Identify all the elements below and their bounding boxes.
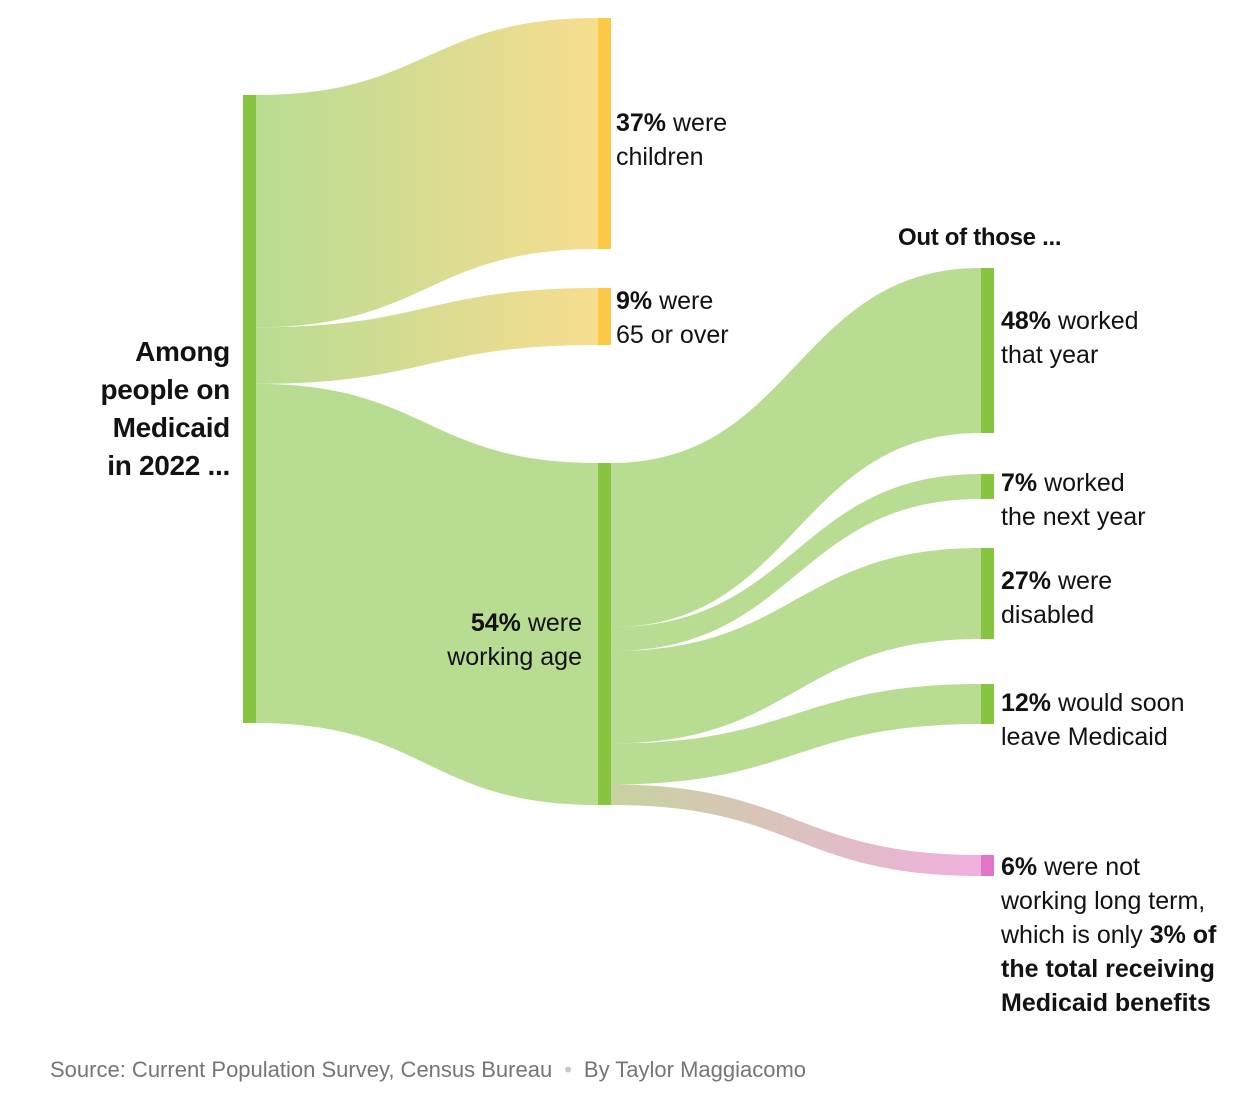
label-disabled-line: disabled	[1001, 601, 1095, 629]
pct-working-age: 54%	[470, 609, 521, 637]
label-worked: 48% worked that year	[1001, 304, 1139, 372]
node-root	[243, 95, 256, 723]
node-leave	[981, 684, 994, 724]
label-children-line: were	[673, 109, 728, 137]
root-label-line: in 2022 ...	[107, 450, 230, 481]
label-not-working-line: working long term,	[1001, 887, 1206, 915]
flow-root-to-children	[256, 18, 598, 328]
separator-dot: •	[564, 1057, 572, 1082]
flow-working-age-to-not_working	[611, 784, 981, 876]
label-leave: 12% would soon leave Medicaid	[1001, 686, 1184, 754]
label-disabled-line: were	[1058, 567, 1113, 595]
pct-worked-next: 7%	[1001, 469, 1038, 497]
emphasis-line: the total receiving	[1001, 955, 1215, 983]
label-children-line: children	[616, 143, 704, 171]
byline: By Taylor Maggiacomo	[583, 1057, 807, 1082]
pct-over65: 9%	[616, 287, 653, 315]
node-worked	[981, 268, 994, 433]
node-disabled	[981, 548, 994, 639]
node-working_age	[598, 463, 611, 805]
node-worked_next	[981, 474, 994, 499]
label-over65: 9% were 65 or over	[616, 284, 729, 352]
label-worked-line: worked	[1058, 307, 1139, 335]
flow-root-to-working_age	[256, 383, 598, 805]
root-label-line: Medicaid	[112, 412, 231, 443]
label-over65-line: were	[659, 287, 714, 315]
pct-disabled: 27%	[1001, 567, 1052, 595]
flow-working-age-to-worked_next	[611, 474, 981, 652]
label-children: 37% were children	[616, 106, 727, 174]
root-label-line: people on	[100, 374, 230, 405]
root-label-line: Among	[135, 336, 230, 367]
pct-not-working: 6%	[1001, 853, 1038, 881]
flow-working-age-to-disabled	[611, 548, 981, 744]
pct-children: 37%	[616, 109, 667, 137]
label-working-age-line: working age	[447, 643, 582, 671]
node-over65	[598, 288, 611, 345]
label-worked-next-line: worked	[1044, 469, 1125, 497]
label-over65-line: 65 or over	[616, 321, 729, 349]
label-leave-line: leave Medicaid	[1001, 723, 1168, 751]
emphasis-line: Medicaid benefits	[1001, 989, 1211, 1017]
flow-root-to-over65	[256, 288, 598, 384]
label-working-age-line: were	[527, 609, 582, 637]
footer: Source: Current Population Survey, Censu…	[50, 1057, 806, 1083]
label-worked-next-line: the next year	[1001, 503, 1146, 531]
label-working-age: 54% were working age	[382, 606, 582, 674]
level2-header: Out of those ...	[898, 224, 1062, 251]
flow-working-age-to-leave	[611, 684, 981, 785]
root-label: Among people on Medicaid in 2022 ...	[40, 333, 230, 485]
node-children	[598, 18, 611, 249]
label-leave-line: would soon	[1058, 689, 1185, 717]
node-not_working	[981, 855, 994, 876]
label-not-working: 6% were not working long term, which is …	[1001, 850, 1216, 1020]
pct-leave: 12%	[1001, 689, 1052, 717]
label-worked-line: that year	[1001, 341, 1099, 369]
label-not-working-line: which is only	[1001, 921, 1143, 949]
emphasis-share: 3% of	[1149, 921, 1217, 949]
label-disabled: 27% were disabled	[1001, 564, 1112, 632]
label-not-working-line: were not	[1044, 853, 1140, 881]
source-note: Source: Current Population Survey, Censu…	[50, 1057, 553, 1082]
pct-worked: 48%	[1001, 307, 1052, 335]
flow-working-age-to-worked	[611, 268, 981, 628]
label-worked-next: 7% worked the next year	[1001, 466, 1146, 534]
